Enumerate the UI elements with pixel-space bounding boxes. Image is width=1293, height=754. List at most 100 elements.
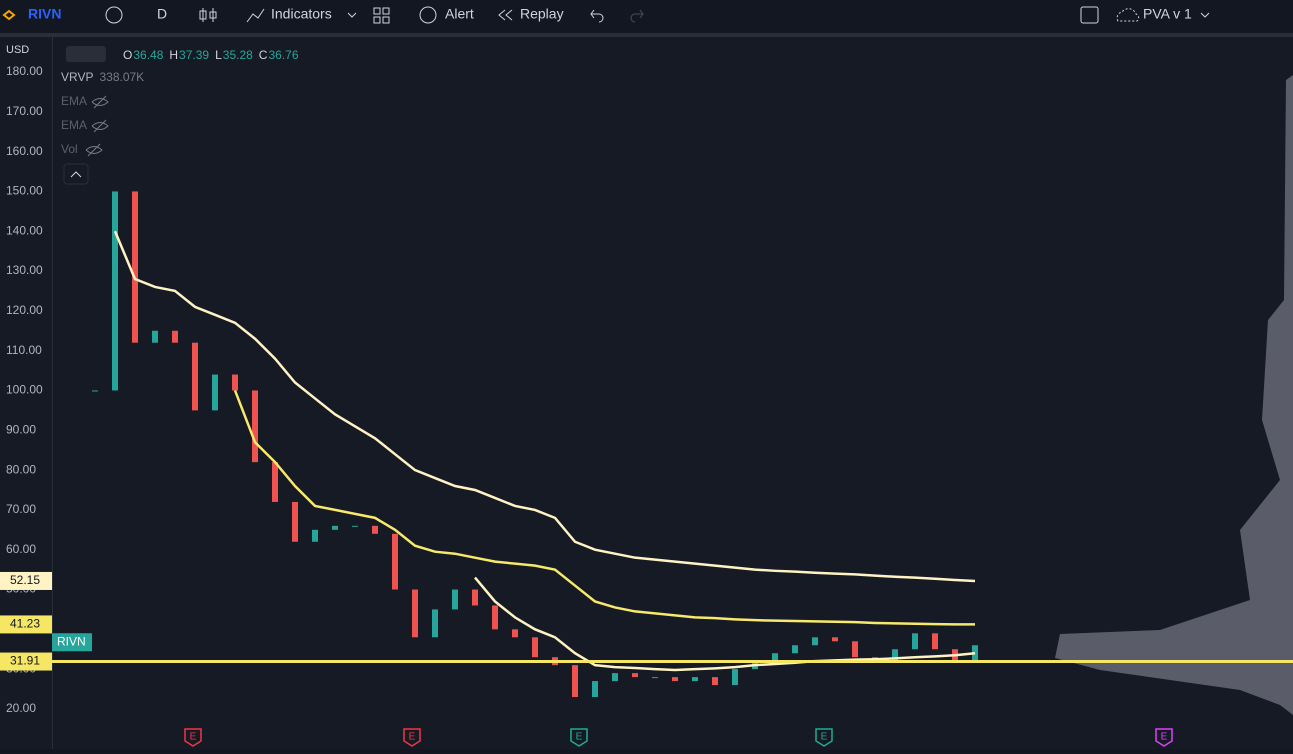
- candle: [612, 673, 618, 682]
- alert-icon: [419, 6, 437, 24]
- y-tick-label: 100.00: [6, 383, 43, 397]
- y-tick-label: 60.00: [6, 542, 36, 556]
- ohlc-label: H: [169, 48, 178, 62]
- layout-name[interactable]: PVA v 1: [1143, 6, 1192, 22]
- candle: [932, 633, 938, 650]
- candle: [232, 374, 238, 391]
- y-tick-label: 150.00: [6, 184, 43, 198]
- candle: [252, 390, 258, 463]
- hidden-icon: [91, 95, 109, 109]
- anchored-vwap: [113, 230, 976, 583]
- candle: [532, 637, 538, 658]
- chart-type[interactable]: [199, 8, 217, 22]
- ohlc-value: 37.39: [179, 48, 209, 62]
- legend-toggle[interactable]: [66, 46, 106, 62]
- axis-divider: [52, 37, 53, 749]
- y-tick-label: 20.00: [6, 701, 36, 715]
- templates[interactable]: [373, 7, 390, 24]
- earnings-marker: [1155, 728, 1173, 747]
- earnings-label: E: [821, 732, 828, 743]
- ohlc-value: 35.28: [223, 48, 253, 62]
- fullscreen[interactable]: [1080, 6, 1099, 24]
- currency[interactable]: USD: [6, 44, 29, 56]
- toolbar-divider: [0, 33, 1293, 37]
- hidden-icon: [91, 119, 109, 133]
- ohlc-value: 36.48: [133, 48, 163, 62]
- candle: [272, 462, 278, 502]
- redo[interactable]: [630, 9, 644, 23]
- candle: [332, 525, 338, 530]
- candle: [472, 589, 478, 606]
- candle: [212, 374, 218, 411]
- anchored-vwap: [233, 390, 976, 626]
- ohlc-label: O: [123, 48, 132, 62]
- anchored-vwap: [474, 576, 976, 672]
- earnings-label: E: [576, 732, 583, 743]
- ohlc-label: L: [215, 48, 222, 62]
- undo[interactable]: [590, 9, 604, 23]
- y-tick-label: 180.00: [6, 64, 43, 78]
- indicator-value: 338.07K: [99, 70, 144, 84]
- price-tag-label: 41.23: [10, 617, 40, 631]
- y-tick-label: 120.00: [6, 303, 43, 317]
- alert[interactable]: Alert: [445, 6, 474, 22]
- add-symbol[interactable]: [105, 6, 123, 24]
- layout-icon: [1116, 8, 1140, 22]
- symbol-icon: [2, 9, 16, 21]
- candle: [632, 673, 638, 678]
- indicators-icon: [246, 8, 265, 23]
- y-tick-label: 140.00: [6, 223, 43, 237]
- candle: [792, 645, 798, 654]
- y-tick-label: 80.00: [6, 462, 36, 476]
- candle: [592, 681, 598, 698]
- candle: [492, 605, 498, 630]
- price-tag: [0, 652, 52, 671]
- candle: [572, 665, 578, 698]
- candle: [372, 525, 378, 534]
- candle: [392, 533, 398, 590]
- indicator-name: Vol: [61, 142, 78, 156]
- interval[interactable]: D: [157, 6, 167, 22]
- price-tag-label: 52.15: [10, 573, 40, 587]
- indicators-dropdown[interactable]: [347, 12, 357, 18]
- collapse-icon: [70, 171, 82, 178]
- indicator-name: EMA: [61, 118, 87, 132]
- indicators[interactable]: Indicators: [271, 6, 332, 22]
- candle: [132, 191, 138, 343]
- volume-profile: [1055, 75, 1293, 715]
- candle: [452, 589, 458, 610]
- y-tick-label: 70.00: [6, 502, 36, 516]
- earnings-marker: [815, 728, 833, 747]
- y-tick-label: 160.00: [6, 144, 43, 158]
- earnings-marker: [184, 728, 202, 747]
- toolbar: [0, 0, 1293, 33]
- collapse-legend[interactable]: [63, 163, 89, 185]
- replay[interactable]: Replay: [520, 6, 564, 22]
- y-tick-label: 90.00: [6, 422, 36, 436]
- candle: [172, 330, 178, 343]
- candle: [692, 677, 698, 682]
- candle: [112, 191, 118, 391]
- candle: [812, 637, 818, 646]
- earnings-label: E: [190, 732, 197, 743]
- layout-dropdown[interactable]: [1200, 12, 1210, 18]
- earnings-label: E: [1161, 732, 1168, 743]
- price-tag: [0, 571, 52, 590]
- earnings-marker: [570, 728, 588, 747]
- candle: [432, 609, 438, 638]
- candle: [732, 669, 738, 686]
- candle: [772, 653, 778, 662]
- symbol-tag: [52, 633, 92, 652]
- earnings-label: E: [409, 732, 416, 743]
- candle: [832, 637, 838, 642]
- candle: [672, 677, 678, 682]
- ohlc-label: C: [259, 48, 268, 62]
- candle: [312, 529, 318, 542]
- candle: [152, 330, 158, 343]
- y-tick-label: 110.00: [6, 343, 42, 357]
- symbol[interactable]: RIVN: [28, 6, 61, 22]
- indicator-name: VRVP: [61, 70, 93, 84]
- hidden-icon: [85, 143, 103, 157]
